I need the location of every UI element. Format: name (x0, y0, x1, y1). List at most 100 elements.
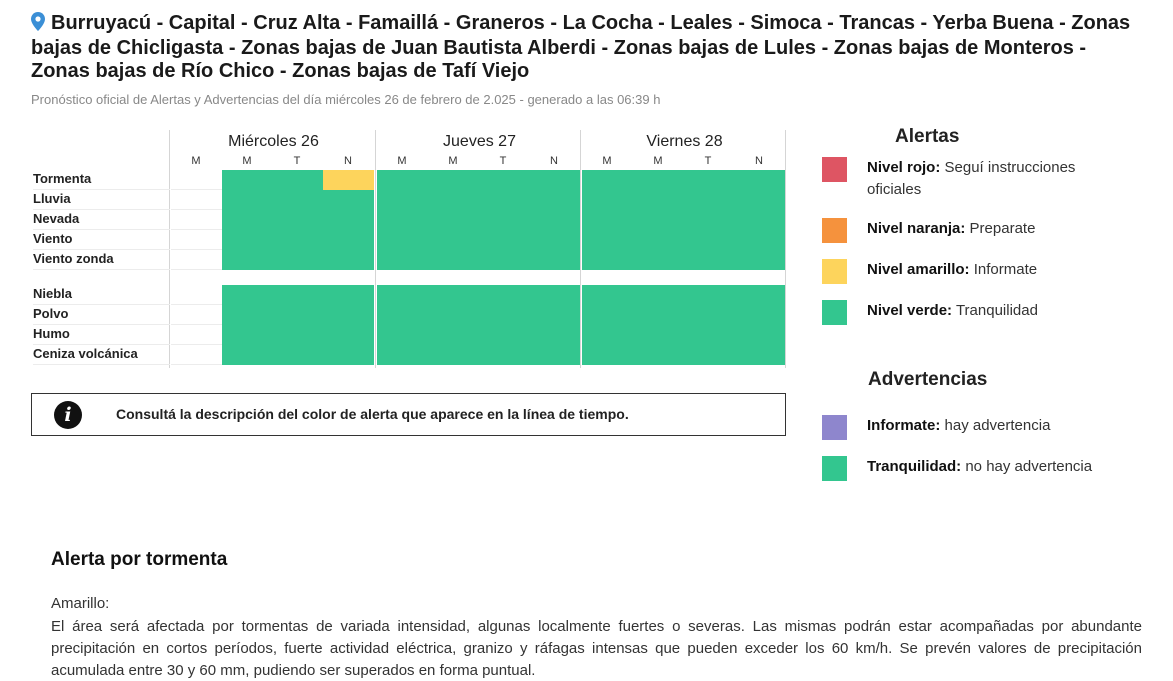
alert-level-cell[interactable] (734, 190, 785, 210)
alert-level-cell[interactable] (529, 345, 580, 365)
alert-level-cell[interactable] (633, 325, 684, 345)
alert-level-cell[interactable] (222, 170, 273, 190)
alert-level-cell[interactable] (323, 190, 374, 210)
alert-level-cell[interactable] (683, 190, 734, 210)
alert-level-cell[interactable] (633, 190, 684, 210)
alert-level-cell[interactable] (478, 285, 529, 305)
alert-level-cell[interactable] (272, 285, 323, 305)
alert-level-cell[interactable] (272, 345, 323, 365)
alert-level-cell[interactable] (734, 210, 785, 230)
alert-level-cell[interactable] (323, 210, 374, 230)
alert-level-cell[interactable] (478, 190, 529, 210)
alert-level-cell[interactable] (272, 210, 323, 230)
alert-level-cell[interactable] (272, 230, 323, 250)
alert-level-cell[interactable] (377, 250, 428, 270)
alert-level-cell[interactable] (478, 250, 529, 270)
alert-level-cell[interactable] (171, 230, 222, 250)
alert-level-cell[interactable] (428, 210, 479, 230)
alert-level-cell[interactable] (734, 250, 785, 270)
alert-level-cell[interactable] (272, 250, 323, 270)
alert-level-cell[interactable] (734, 285, 785, 305)
alert-level-cell[interactable] (323, 170, 374, 190)
alert-level-cell[interactable] (428, 345, 479, 365)
alert-level-cell[interactable] (428, 285, 479, 305)
alert-level-cell[interactable] (529, 210, 580, 230)
alert-level-cell[interactable] (323, 305, 374, 325)
alert-level-cell[interactable] (272, 190, 323, 210)
alert-level-cell[interactable] (222, 230, 273, 250)
alert-level-cell[interactable] (222, 210, 273, 230)
alert-level-cell[interactable] (478, 170, 529, 190)
alert-level-cell[interactable] (428, 325, 479, 345)
alert-level-cell[interactable] (582, 305, 633, 325)
alert-level-cell[interactable] (377, 190, 428, 210)
alert-level-cell[interactable] (633, 210, 684, 230)
alert-level-cell[interactable] (633, 345, 684, 365)
alert-level-cell[interactable] (272, 305, 323, 325)
alert-level-cell[interactable] (323, 250, 374, 270)
alert-level-cell[interactable] (529, 190, 580, 210)
alert-level-cell[interactable] (582, 230, 633, 250)
alert-level-cell[interactable] (428, 230, 479, 250)
alert-level-cell[interactable] (478, 305, 529, 325)
alert-level-cell[interactable] (582, 285, 633, 305)
alert-level-cell[interactable] (683, 305, 734, 325)
alert-level-cell[interactable] (478, 325, 529, 345)
alert-level-cell[interactable] (428, 305, 479, 325)
alert-level-cell[interactable] (377, 305, 428, 325)
alert-level-cell[interactable] (171, 285, 222, 305)
alert-level-cell[interactable] (683, 250, 734, 270)
alert-level-cell[interactable] (582, 345, 633, 365)
alert-level-cell[interactable] (478, 210, 529, 230)
alert-level-cell[interactable] (323, 285, 374, 305)
alert-level-cell[interactable] (633, 305, 684, 325)
alert-level-cell[interactable] (171, 305, 222, 325)
alert-level-cell[interactable] (323, 345, 374, 365)
alert-level-cell[interactable] (529, 250, 580, 270)
alert-level-cell[interactable] (478, 230, 529, 250)
alert-level-cell[interactable] (683, 285, 734, 305)
alert-level-cell[interactable] (683, 170, 734, 190)
alert-level-cell[interactable] (633, 230, 684, 250)
alert-level-cell[interactable] (734, 345, 785, 365)
alert-level-cell[interactable] (222, 190, 273, 210)
alert-level-cell[interactable] (377, 345, 428, 365)
alert-level-cell[interactable] (529, 285, 580, 305)
alert-level-cell[interactable] (377, 210, 428, 230)
alert-level-cell[interactable] (272, 170, 323, 190)
alert-level-cell[interactable] (222, 285, 273, 305)
alert-level-cell[interactable] (222, 325, 273, 345)
alert-level-cell[interactable] (222, 305, 273, 325)
alert-level-cell[interactable] (222, 250, 273, 270)
alert-level-cell[interactable] (428, 190, 479, 210)
alert-level-cell[interactable] (683, 325, 734, 345)
alert-level-cell[interactable] (633, 285, 684, 305)
alert-level-cell[interactable] (222, 345, 273, 365)
alert-level-cell[interactable] (377, 325, 428, 345)
alert-level-cell[interactable] (272, 325, 323, 345)
alert-level-cell[interactable] (734, 170, 785, 190)
alert-level-cell[interactable] (582, 190, 633, 210)
alert-level-cell[interactable] (323, 230, 374, 250)
alert-level-cell[interactable] (734, 325, 785, 345)
alert-level-cell[interactable] (171, 210, 222, 230)
alert-level-cell[interactable] (377, 230, 428, 250)
alert-level-cell[interactable] (171, 325, 222, 345)
alert-level-cell[interactable] (633, 250, 684, 270)
alert-level-cell[interactable] (377, 170, 428, 190)
alert-level-cell[interactable] (529, 230, 580, 250)
alert-level-cell[interactable] (171, 190, 222, 210)
alert-level-cell[interactable] (582, 210, 633, 230)
alert-level-cell[interactable] (582, 250, 633, 270)
alert-level-cell[interactable] (428, 170, 479, 190)
alert-level-cell[interactable] (529, 305, 580, 325)
alert-level-cell[interactable] (683, 210, 734, 230)
alert-level-cell[interactable] (323, 325, 374, 345)
alert-level-cell[interactable] (529, 325, 580, 345)
alert-level-cell[interactable] (478, 345, 529, 365)
alert-level-cell[interactable] (428, 250, 479, 270)
alert-level-cell[interactable] (633, 170, 684, 190)
alert-level-cell[interactable] (171, 250, 222, 270)
alert-level-cell[interactable] (171, 345, 222, 365)
alert-level-cell[interactable] (582, 170, 633, 190)
